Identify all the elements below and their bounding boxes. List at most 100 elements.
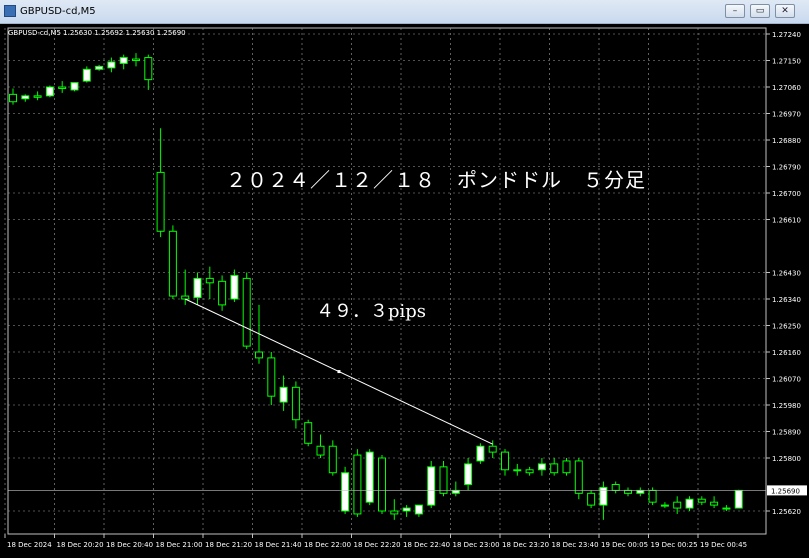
time-tick-label: 18 Dec 21:20 — [205, 541, 252, 549]
candle-body[interactable] — [316, 445, 325, 456]
restore-button[interactable]: ▭ — [750, 4, 770, 18]
candle-body[interactable] — [45, 86, 54, 97]
candle-body[interactable] — [648, 489, 657, 503]
candle-body[interactable] — [119, 57, 128, 64]
candle-body[interactable] — [513, 469, 522, 472]
candle-body[interactable] — [9, 93, 17, 103]
candle-body[interactable] — [255, 351, 263, 359]
time-tick-label: 18 Dec 23:40 — [552, 541, 599, 549]
candle-body[interactable] — [267, 357, 276, 397]
candle-body[interactable] — [587, 492, 596, 506]
candle-body[interactable] — [710, 501, 719, 506]
candle-body[interactable] — [156, 171, 165, 232]
candle-body[interactable] — [242, 277, 251, 347]
candle-body[interactable] — [464, 463, 473, 485]
price-tick-label: 1.26430 — [772, 270, 801, 278]
candle-body[interactable] — [476, 445, 485, 462]
candle-body[interactable] — [660, 504, 669, 507]
chart-info-line: GBPUSD-cd,M5 1.25630 1.25692 1.25630 1.2… — [8, 29, 186, 37]
price-tick-label: 1.26970 — [772, 111, 801, 119]
candle-body[interactable] — [525, 469, 534, 474]
candle-body[interactable] — [144, 57, 153, 81]
candle-body[interactable] — [193, 277, 202, 299]
candle-body[interactable] — [132, 58, 140, 62]
candle-body[interactable] — [624, 489, 632, 494]
candle-body[interactable] — [279, 386, 288, 403]
candle-body[interactable] — [107, 61, 116, 69]
price-tick-label: 1.26160 — [772, 349, 801, 357]
time-tick-label: 18 Dec 20:40 — [106, 541, 153, 549]
chart-window-icon — [4, 5, 16, 17]
candle-body[interactable] — [501, 451, 509, 471]
candlestick-chart[interactable]: 1.27240 1.27150 1.27060 1.26970 1.26880 1.267… — [0, 24, 809, 558]
time-tick-label: 18 Dec 22:40 — [403, 541, 450, 549]
candle-body[interactable] — [33, 95, 42, 98]
candle-body[interactable] — [304, 422, 313, 444]
candle-body[interactable] — [562, 460, 571, 474]
candle-body[interactable] — [230, 274, 239, 300]
candle-body[interactable] — [722, 507, 731, 510]
candle-body[interactable] — [168, 230, 177, 297]
current-price-box — [767, 485, 807, 496]
candle-body[interactable] — [488, 445, 497, 453]
candle-body[interactable] — [378, 457, 386, 512]
price-tick-label: 1.25620 — [772, 508, 801, 516]
candle-body[interactable] — [218, 280, 227, 306]
candle-body[interactable] — [328, 445, 337, 474]
candle-body[interactable] — [291, 386, 300, 421]
time-tick-label: 18 Dec 22:20 — [354, 541, 401, 549]
candle-body[interactable] — [414, 504, 423, 515]
time-tick-label: 18 Dec 23:20 — [502, 541, 549, 549]
price-tick-label: 1.26340 — [772, 296, 801, 304]
candle-body[interactable] — [95, 65, 104, 70]
candle-body[interactable] — [70, 82, 79, 91]
candle-layer[interactable] — [9, 53, 743, 520]
time-axis: 18 Dec 2024 18 Dec 20:20 18 Dec 20:40 18 De… — [4, 534, 747, 549]
candle-body[interactable] — [611, 484, 620, 491]
current-price-label: 1.25690 — [771, 487, 800, 495]
price-tick-label: 1.26070 — [772, 376, 801, 384]
candle-body[interactable] — [365, 451, 374, 503]
candle-body[interactable] — [636, 489, 645, 494]
chart-area[interactable]: 1.27240 1.27150 1.27060 1.26970 1.26880 1.267… — [0, 24, 809, 558]
candle-body[interactable] — [181, 295, 190, 300]
candle-body[interactable] — [673, 501, 682, 509]
candle-body[interactable] — [427, 466, 436, 506]
candle-body[interactable] — [82, 68, 91, 82]
price-axis: 1.27240 1.27150 1.27060 1.26970 1.26880 1.267… — [766, 31, 801, 516]
candle-body[interactable] — [550, 463, 559, 474]
time-tick-label: 19 Dec 00:05 — [601, 541, 648, 549]
candle-body[interactable] — [353, 454, 362, 515]
plot-frame — [7, 27, 767, 535]
window-title: GBPUSD-cd,M5 — [20, 6, 96, 17]
candle-body[interactable] — [574, 460, 583, 494]
candle-body[interactable] — [58, 86, 67, 89]
candle-body[interactable] — [390, 510, 399, 515]
candle-body[interactable] — [439, 466, 448, 494]
time-tick-label: 18 Dec 23:00 — [453, 541, 500, 549]
candle-body[interactable] — [685, 498, 694, 509]
trendline-midpoint-handle — [337, 370, 341, 374]
grid-layer — [4, 27, 767, 535]
candle-body[interactable] — [402, 507, 411, 512]
candle-body[interactable] — [697, 498, 706, 503]
time-tick-label: 18 Dec 2024 — [7, 541, 52, 549]
overlay-layer: 1.25690 — [8, 298, 807, 496]
price-tick-label: 1.26880 — [772, 137, 801, 145]
close-button[interactable]: ✕ — [775, 4, 795, 18]
candle-body[interactable] — [537, 463, 546, 471]
window-titlebar: GBPUSD-cd,M5 – ▭ ✕ — [0, 0, 809, 24]
chart-annotation-pips: ４９．３pips — [316, 301, 426, 322]
price-tick-label: 1.25980 — [772, 402, 801, 410]
minimize-button[interactable]: – — [725, 4, 745, 18]
candle-body[interactable] — [21, 95, 30, 100]
price-tick-label: 1.25890 — [772, 429, 801, 437]
candle-body[interactable] — [451, 489, 460, 494]
candle-body[interactable] — [205, 277, 214, 284]
candle-body[interactable] — [341, 472, 350, 512]
time-tick-label: 18 Dec 21:00 — [156, 541, 203, 549]
price-tick-label: 1.27240 — [772, 31, 801, 39]
candle-body[interactable] — [599, 486, 608, 506]
chart-background — [0, 24, 809, 558]
candle-body[interactable] — [734, 489, 743, 509]
